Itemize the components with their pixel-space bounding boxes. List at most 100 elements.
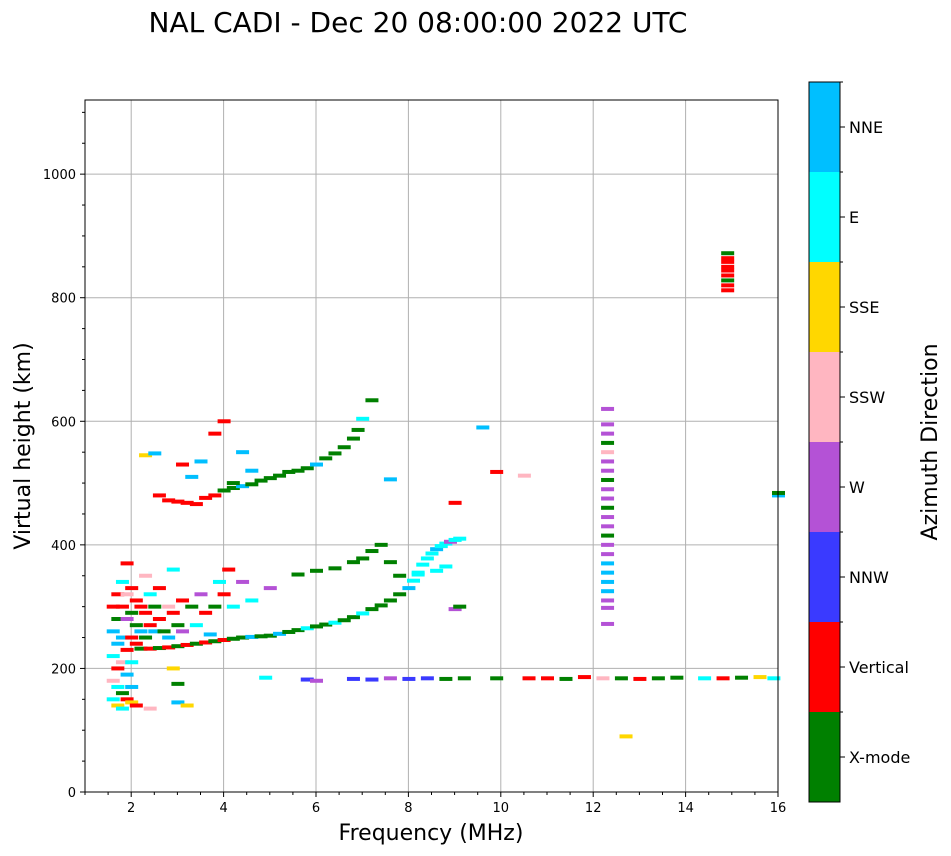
echo-point bbox=[125, 586, 139, 591]
echo-point bbox=[721, 259, 735, 264]
y-tick-label: 0 bbox=[68, 786, 76, 801]
echo-point bbox=[171, 644, 185, 649]
echo-point bbox=[601, 422, 615, 427]
echo-point bbox=[522, 676, 536, 681]
echo-point bbox=[337, 445, 351, 450]
echo-point bbox=[236, 450, 250, 455]
echo-point bbox=[365, 549, 379, 554]
echo-point bbox=[111, 684, 125, 689]
echo-point bbox=[180, 500, 194, 505]
echo-point bbox=[716, 676, 730, 681]
echo-point bbox=[106, 678, 120, 683]
echo-point bbox=[134, 646, 148, 651]
echo-point bbox=[393, 592, 407, 597]
colorbar: X-mode Vertical NNW W SSW SSE E NNE bbox=[808, 81, 910, 803]
echo-point bbox=[226, 481, 240, 486]
echo-point bbox=[185, 604, 199, 609]
colorbar-segment bbox=[809, 172, 840, 262]
y-axis-label: Virtual height (km) bbox=[11, 342, 36, 549]
echo-point bbox=[115, 635, 129, 640]
colorbar-segment bbox=[809, 532, 840, 622]
echo-point bbox=[226, 486, 240, 491]
echo-point bbox=[143, 592, 157, 597]
echo-point bbox=[601, 477, 615, 482]
echo-point bbox=[601, 598, 615, 603]
echo-point bbox=[273, 631, 287, 636]
echo-point bbox=[430, 547, 444, 552]
echo-point bbox=[383, 598, 397, 603]
echo-point bbox=[310, 462, 323, 467]
y-tick-label: 600 bbox=[51, 415, 76, 430]
echo-point bbox=[254, 634, 268, 639]
echo-point bbox=[698, 676, 712, 681]
echo-point bbox=[176, 462, 190, 467]
series-high-echo-14-9-mhz bbox=[721, 251, 735, 293]
echo-point bbox=[402, 586, 416, 591]
echo-point bbox=[208, 493, 222, 498]
echo-point bbox=[157, 629, 171, 634]
echo-point bbox=[166, 666, 180, 671]
echo-point bbox=[393, 573, 407, 578]
echo-point bbox=[120, 561, 134, 566]
echo-point bbox=[670, 675, 684, 680]
echo-point bbox=[430, 568, 444, 573]
echo-point bbox=[383, 676, 397, 681]
echo-point bbox=[106, 697, 120, 702]
echo-point bbox=[199, 640, 213, 645]
echo-point bbox=[457, 676, 471, 681]
echo-point bbox=[374, 603, 388, 608]
echo-point bbox=[601, 542, 615, 547]
echo-point bbox=[601, 487, 615, 492]
echo-point bbox=[176, 629, 190, 634]
echo-point bbox=[453, 536, 467, 541]
echo-point bbox=[633, 676, 647, 681]
echo-point bbox=[601, 468, 615, 473]
echo-point bbox=[111, 617, 125, 621]
echo-point bbox=[189, 623, 203, 628]
echo-point bbox=[152, 617, 166, 621]
data-points bbox=[106, 251, 785, 739]
echo-point bbox=[111, 666, 125, 671]
echo-point bbox=[601, 552, 615, 557]
echo-point bbox=[346, 560, 360, 565]
echo-point bbox=[346, 676, 360, 681]
echo-point bbox=[291, 572, 305, 577]
colorbar-tick-label: SSW bbox=[849, 388, 885, 407]
echo-point bbox=[194, 459, 208, 464]
echo-point bbox=[166, 567, 180, 572]
echo-point bbox=[601, 605, 615, 610]
echo-point bbox=[199, 610, 213, 615]
echo-point bbox=[300, 626, 314, 631]
echo-point bbox=[721, 251, 735, 256]
series-second-hop bbox=[152, 398, 785, 507]
echo-point bbox=[328, 451, 342, 456]
colorbar-segment bbox=[809, 82, 840, 172]
echo-point bbox=[263, 633, 277, 638]
echo-point bbox=[111, 641, 125, 646]
echo-point bbox=[166, 610, 180, 615]
colorbar-label: Azimuth Direction bbox=[918, 343, 943, 540]
echo-point bbox=[171, 681, 185, 686]
echo-point bbox=[619, 734, 633, 739]
echo-point bbox=[291, 468, 305, 473]
echo-point bbox=[300, 466, 314, 471]
echo-point bbox=[152, 493, 166, 498]
echo-point bbox=[254, 478, 268, 483]
echo-point bbox=[203, 632, 217, 637]
echo-point bbox=[346, 436, 360, 441]
echo-point bbox=[282, 469, 296, 474]
echo-point bbox=[152, 646, 166, 651]
echo-point bbox=[129, 641, 143, 646]
echo-point bbox=[120, 592, 134, 597]
echo-point bbox=[199, 495, 213, 500]
echo-point bbox=[217, 638, 231, 643]
echo-point bbox=[129, 703, 143, 708]
echo-point bbox=[222, 567, 236, 572]
x-tick-label: 6 bbox=[312, 801, 320, 816]
echo-point bbox=[721, 283, 735, 288]
echo-point bbox=[651, 676, 665, 681]
colorbar-tick-label: W bbox=[849, 478, 865, 497]
y-axis-ticks: 0 200 400 600 800 1000 bbox=[43, 111, 85, 801]
colorbar-tick-label: X-mode bbox=[849, 748, 910, 767]
